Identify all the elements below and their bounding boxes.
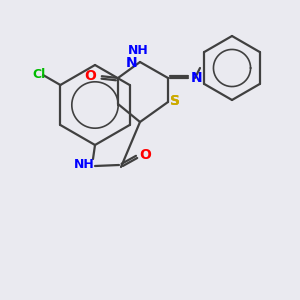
Text: S: S (170, 94, 180, 108)
Text: O: O (84, 69, 96, 83)
Text: O: O (139, 148, 151, 162)
Text: S: S (170, 94, 180, 108)
Text: N: N (191, 71, 203, 85)
Text: N: N (126, 56, 138, 70)
Text: NH: NH (128, 44, 148, 56)
Text: NH: NH (74, 158, 94, 170)
Text: Cl: Cl (32, 68, 46, 80)
